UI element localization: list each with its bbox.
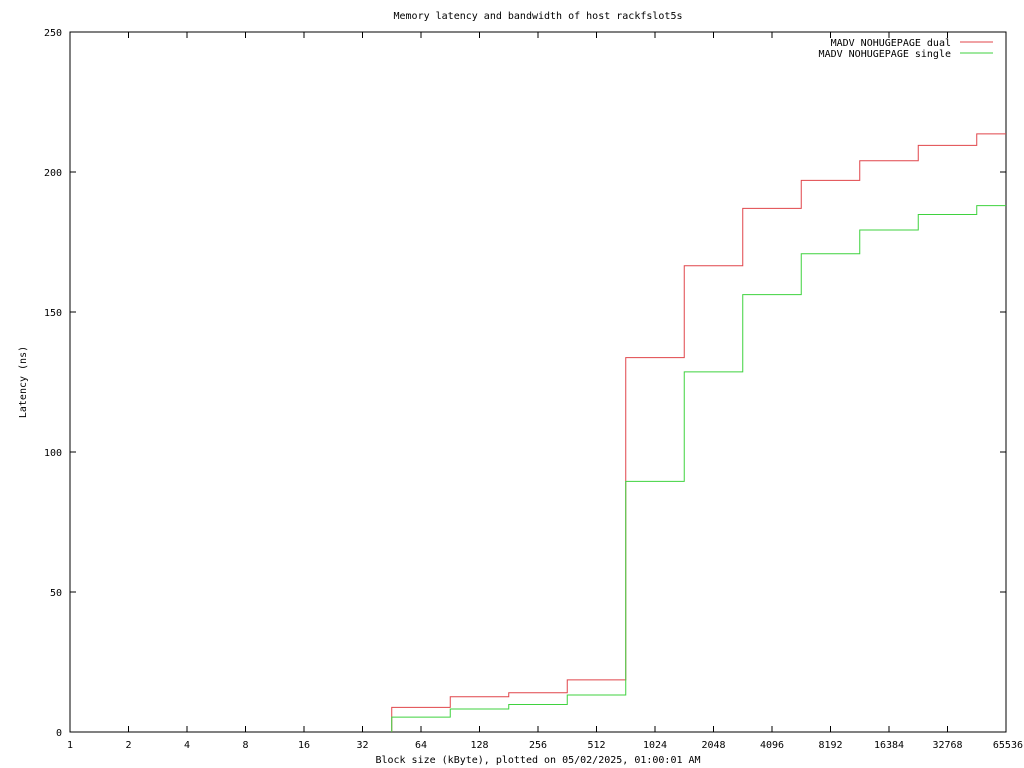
legend-label: MADV NOHUGEPAGE dual	[831, 38, 951, 49]
y-axis-label: Latency (ns)	[18, 346, 29, 418]
x-tick-label: 2048	[701, 740, 725, 751]
y-axis: 0 50 100 150 200 250	[44, 28, 1006, 739]
series-layer	[391, 133, 1006, 732]
x-tick-label: 1024	[643, 740, 667, 751]
legend-label: MADV NOHUGEPAGE single	[819, 49, 951, 60]
x-tick-label: 2	[125, 740, 131, 751]
y-tick-label: 250	[44, 28, 62, 39]
x-tick-label: 8	[242, 740, 248, 751]
x-axis: 1 2 4 8 16 32 64 128 256 512 1024 2048 4096 8192 16384…	[67, 32, 1023, 751]
x-tick-label: 512	[587, 740, 605, 751]
plot-border	[69, 31, 1007, 733]
series-line-2	[391, 205, 1006, 732]
x-tick-label: 4096	[760, 740, 784, 751]
y-tick-label: 50	[50, 588, 62, 599]
x-tick-label: 32	[356, 740, 368, 751]
y-tick-label: 200	[44, 168, 62, 179]
y-tick-label: 150	[44, 308, 62, 319]
x-tick-label: 16384	[874, 740, 904, 751]
x-tick-label: 65536	[993, 740, 1023, 751]
x-tick-label: 1	[67, 740, 73, 751]
x-tick-label: 4	[184, 740, 190, 751]
series-line-1	[391, 133, 1006, 732]
y-tick-label: 0	[56, 728, 62, 739]
x-tick-label: 8192	[818, 740, 842, 751]
x-axis-label: Block size (kByte), plotted on 05/02/202…	[375, 755, 700, 766]
x-tick-label: 32768	[932, 740, 962, 751]
y-tick-label: 100	[44, 448, 62, 459]
chart-title: Memory latency and bandwidth of host rac…	[394, 11, 683, 22]
x-tick-label: 16	[298, 740, 310, 751]
x-tick-label: 256	[529, 740, 547, 751]
plot-area	[69, 31, 1007, 733]
x-tick-label: 128	[470, 740, 488, 751]
x-tick-label: 64	[415, 740, 427, 751]
